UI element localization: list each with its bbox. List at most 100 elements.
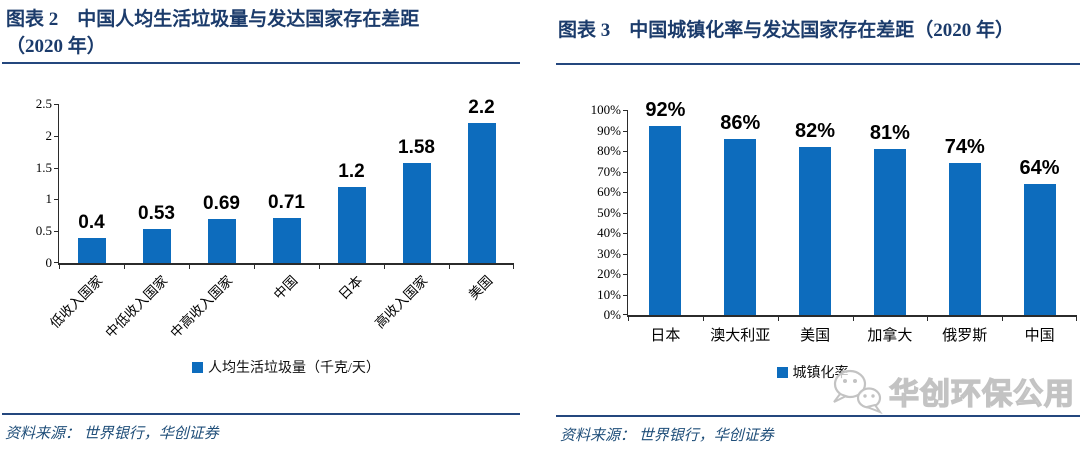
figure-2-bar-chart: 0 0.5 1 1.5 2 2.5 0.4 低收入国家 0.53 中低收入国家 0.69 中高收入国家… — [36, 96, 514, 341]
x-tick-mark — [1002, 315, 1004, 321]
x-tick-mark — [449, 263, 450, 269]
y-tick-label: 70% — [597, 163, 621, 179]
y-tick-label: 2.5 — [35, 96, 52, 111]
source-prefix: 资料来源： — [5, 426, 81, 442]
bar-日本 — [337, 186, 366, 263]
y-tick-label: 100% — [590, 102, 621, 117]
figure-2-top-rule — [2, 62, 520, 64]
figure-3-bottom-rule — [556, 415, 1080, 417]
category-label: 俄罗斯 — [942, 328, 988, 344]
y-tick-mark — [623, 314, 628, 315]
figure-2-title-line1: 图表 2 中国人均生活垃圾量与发达国家存在差距 — [6, 9, 420, 30]
y-tick-label: 1 — [45, 191, 53, 207]
value-label: 64% — [1019, 156, 1060, 179]
figure-3-bar-chart: 0% 10% 20% 30% 40% 50% 60% 70% 80% 90% 100% 92% 日本 86… — [591, 99, 1077, 344]
y-tick-mark — [623, 233, 628, 234]
y-tick-label: 1.5 — [35, 159, 52, 175]
y-tick-mark — [54, 262, 59, 263]
value-label: 86% — [720, 111, 761, 134]
x-tick-mark — [702, 315, 704, 321]
bar-中国 — [272, 217, 301, 263]
source-text: 世界银行，华创证券 — [83, 426, 219, 442]
y-tick-label: 2 — [45, 127, 53, 143]
figure-3-source: 资料来源： 世界银行，华创证券 — [560, 424, 774, 445]
x-tick-mark — [189, 263, 190, 269]
value-label: 1.58 — [398, 136, 435, 158]
bar-中高收入国家 — [207, 219, 236, 263]
bar-加拿大 — [873, 148, 906, 315]
watermark-text: 华创环保公用 — [888, 377, 1075, 411]
y-tick-mark — [54, 167, 59, 169]
y-tick-mark — [623, 212, 628, 214]
bar-美国 — [799, 146, 832, 315]
y-tick-mark — [54, 199, 59, 201]
bar-澳大利亚 — [724, 138, 757, 315]
bar-高收入国家 — [402, 162, 431, 263]
bar-低收入国家 — [77, 237, 106, 263]
legend-label: 人均生活垃圾量（千克/天） — [208, 361, 380, 376]
bar-中低收入国家 — [142, 229, 171, 263]
wechat-icon — [833, 369, 883, 414]
source-text: 世界银行，华创证券 — [638, 428, 774, 444]
y-tick-mark — [623, 294, 628, 296]
x-tick-mark — [384, 263, 385, 269]
value-label: 0.71 — [268, 191, 305, 213]
y-tick-mark — [623, 110, 628, 111]
figure-2-source: 资料来源： 世界银行，华创证券 — [5, 422, 219, 443]
y-tick-label: 10% — [597, 286, 621, 302]
legend-swatch — [776, 366, 788, 378]
x-tick-mark — [777, 315, 779, 321]
value-label: 0.4 — [78, 211, 105, 233]
y-tick-mark — [623, 130, 628, 132]
y-tick-label: 0% — [603, 307, 621, 322]
y-tick-label: 0.5 — [35, 223, 52, 239]
y-tick-label: 30% — [597, 245, 621, 261]
figure-3-title: 图表 3 中国城镇化率与发达国家存在差距（2020 年） — [558, 15, 1080, 42]
y-tick-mark — [623, 274, 628, 275]
figure-3: 图表 3 中国城镇化率与发达国家存在差距（2020 年） 0% 10% 20% 30%… — [545, 0, 1080, 452]
bar-俄罗斯 — [948, 163, 981, 315]
legend-swatch — [192, 361, 204, 373]
y-tick-label: 20% — [597, 266, 621, 281]
y-tick-label: 80% — [597, 143, 621, 158]
y-tick-mark — [623, 253, 628, 255]
x-tick-mark — [319, 263, 320, 269]
value-label: 82% — [795, 119, 836, 142]
x-tick-mark — [1076, 315, 1077, 321]
category-label: 加拿大 — [867, 328, 913, 344]
figure-2-legend: 人均生活垃圾量（千克/天） — [58, 357, 514, 377]
x-tick-mark — [513, 263, 514, 269]
category-label: 美国 — [800, 328, 831, 344]
y-tick-mark — [54, 135, 59, 137]
category-label: 日本 — [650, 328, 681, 344]
category-label: 澳大利亚 — [710, 328, 771, 344]
value-label: 1.2 — [338, 160, 365, 182]
y-tick-label: 90% — [597, 122, 621, 138]
x-tick-mark — [628, 315, 629, 321]
bar-日本 — [649, 126, 682, 315]
y-tick-mark — [54, 104, 59, 105]
wechat-watermark: 华创环保公用 — [831, 366, 1080, 416]
value-label: 0.69 — [203, 193, 240, 215]
value-label: 81% — [869, 121, 910, 144]
y-tick-label: 40% — [597, 225, 621, 240]
x-tick-mark — [124, 263, 125, 269]
x-tick-mark — [852, 315, 854, 321]
value-label: 0.53 — [138, 203, 175, 225]
category-label: 中国 — [1024, 328, 1055, 344]
y-tick-label: 60% — [597, 184, 621, 199]
value-label: 92% — [645, 99, 686, 122]
figure-3-legend: 城镇化率 — [545, 362, 1080, 382]
y-tick-mark — [623, 171, 628, 173]
x-tick-mark — [59, 263, 60, 269]
figure-2-title: 图表 2 中国人均生活垃圾量与发达国家存在差距 （2020 年） — [6, 6, 518, 60]
x-tick-mark — [254, 263, 255, 269]
figure-3-title-line1: 图表 3 中国城镇化率与发达国家存在差距（2020 年） — [558, 20, 1015, 41]
y-tick-mark — [54, 231, 59, 233]
y-tick-mark — [623, 192, 628, 193]
figure-2-bottom-rule — [2, 413, 520, 415]
legend-label: 城镇化率 — [792, 366, 849, 381]
bar-美国 — [467, 123, 496, 263]
y-tick-label: 50% — [597, 204, 621, 220]
figure-2-title-line2: （2020 年） — [6, 36, 106, 57]
